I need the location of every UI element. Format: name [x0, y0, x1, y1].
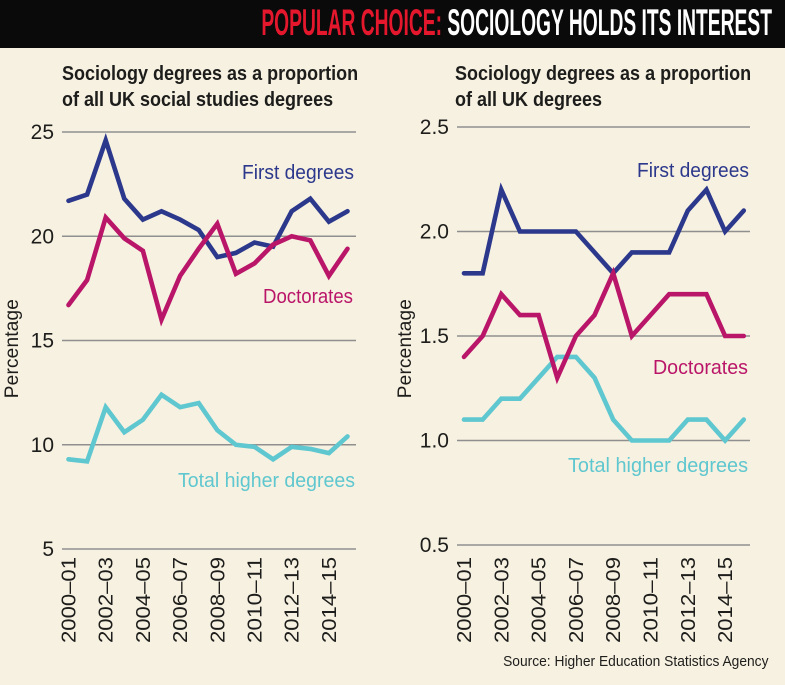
right-chart-title: Sociology degrees as a proportion of all… [455, 61, 751, 113]
left-series-line-total-higher-degrees [66, 391, 350, 464]
left-x-tick-label: 2000–01 [59, 557, 81, 643]
right-x-tick-label: 2000–01 [454, 557, 476, 643]
right-x-tick-label: 2002–03 [491, 557, 513, 643]
right-x-tick-label: 2010–11 [641, 557, 663, 643]
left-series-line-first-degrees [66, 133, 350, 260]
right-series-label-first-degrees: First degrees [637, 160, 749, 182]
page-title-highlight: POPULAR CHOICE: [261, 2, 443, 44]
left-x-tick-label: 2006–07 [170, 557, 192, 643]
page-title-rest: SOCIOLOGY HOLDS ITS INTEREST [442, 2, 772, 44]
left-x-tick-label: 2002–03 [96, 557, 118, 643]
right-series-line-total-higher-degrees [461, 354, 747, 444]
left-chart-title-line2: of all UK social studies degrees [62, 89, 334, 111]
source-note: Source: Higher Education Statistics Agen… [502, 653, 768, 670]
left-x-tick-label: 2008–09 [207, 557, 229, 643]
right-x-tick-label: 2012–13 [678, 557, 700, 643]
right-x-tick-label: 2004–05 [529, 557, 551, 643]
right-chart-title-line1: Sociology degrees as a proportion [455, 63, 752, 85]
left-x-tick-label: 2012–13 [282, 557, 304, 643]
left-chart-title: Sociology degrees as a proportion of all… [62, 61, 358, 113]
left-chart-title-line1: Sociology degrees as a proportion [62, 63, 359, 85]
left-y-tick-label: 10 [31, 434, 54, 457]
left-y-tick-label: 5 [42, 538, 54, 561]
left-x-tick-label: 2004–05 [133, 557, 155, 643]
left-x-tick-label: 2010–11 [245, 557, 267, 643]
right-series-line-doctorates [461, 266, 747, 385]
right-y-tick-label: 1.0 [420, 430, 449, 453]
right-series-line-first-degrees [461, 182, 747, 277]
right-chart-title-line2: of all UK degrees [455, 89, 603, 111]
right-x-tick-label: 2014–15 [715, 557, 737, 643]
left-series-line-doctorates [66, 212, 350, 327]
left-series-label-doctorates: Doctorates [263, 286, 353, 308]
left-x-tick-label: 2014–15 [319, 557, 341, 643]
left-series-label-total-higher-degrees: Total higher degrees [178, 470, 355, 492]
right-series-label-total-higher-degrees: Total higher degrees [568, 455, 748, 477]
left-y-tick-label: 25 [31, 121, 54, 144]
left-y-tick-label: 15 [31, 330, 54, 353]
right-y-tick-label: 0.5 [420, 534, 449, 557]
right-series-label-doctorates: Doctorates [653, 357, 748, 379]
right-y-tick-label: 2.0 [420, 221, 449, 244]
left-y-tick-label: 20 [31, 225, 54, 248]
right-y-tick-label: 1.5 [420, 325, 449, 348]
right-x-tick-label: 2006–07 [566, 557, 588, 643]
header-bar: POPULAR CHOICE: SOCIOLOGY HOLDS ITS INTE… [0, 0, 785, 48]
right-y-tick-label: 2.5 [420, 116, 449, 139]
left-series-label-first-degrees: First degrees [242, 162, 354, 184]
right-x-tick-label: 2008–09 [603, 557, 625, 643]
page-title: POPULAR CHOICE: SOCIOLOGY HOLDS ITS INTE… [261, 2, 772, 44]
